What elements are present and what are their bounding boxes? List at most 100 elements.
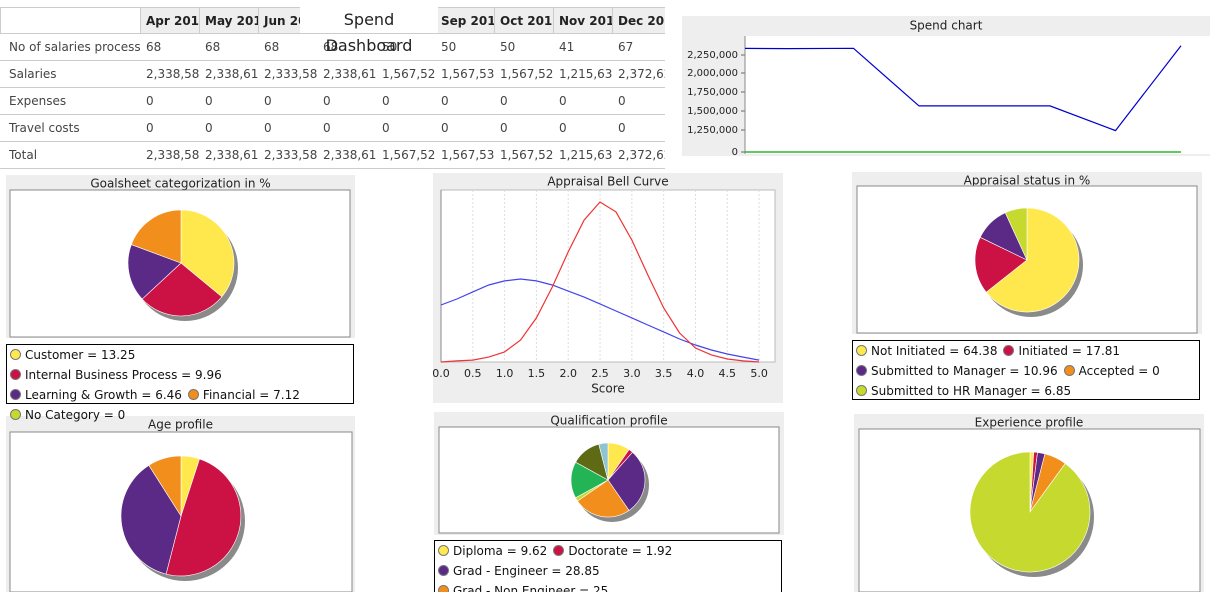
table-cell: 50 — [435, 34, 494, 61]
table-cell: 0 — [612, 88, 665, 115]
legend-swatch — [856, 365, 867, 376]
column-header: May 2012 — [199, 7, 259, 34]
table-cell: 1,215,634 — [553, 61, 612, 88]
row-label: Expenses — [0, 88, 140, 115]
legend-label: Learning & Growth = 6.46 — [25, 388, 182, 402]
table-cell: 1,567,528 — [494, 61, 553, 88]
pie-slice — [165, 458, 242, 577]
x-axis-label: Score — [591, 382, 625, 396]
x-tick-label: 0.5 — [464, 367, 482, 380]
legend-item: Not Initiated = 64.38 — [856, 341, 997, 361]
table-cell: 0 — [553, 88, 612, 115]
table-cell: 50 — [494, 34, 553, 61]
y-tick-label: 1,750,000 — [687, 87, 738, 98]
table-cell: 68 — [199, 34, 258, 61]
table-cell: 0 — [140, 115, 199, 142]
legend-label: Customer = 13.25 — [25, 348, 136, 362]
table-cell: 0 — [258, 88, 317, 115]
pie-slice — [148, 455, 182, 518]
dashboard-title: Spend Dashboard — [300, 7, 438, 55]
x-tick-label: 1.5 — [528, 367, 546, 380]
legend-label: Grad - Non Engineer = 25 — [453, 584, 609, 592]
legend-label: Initiated = 17.81 — [1018, 344, 1121, 358]
pie-slice — [180, 209, 235, 298]
legend-label: Internal Business Process = 9.96 — [25, 368, 222, 382]
legend-swatch — [1063, 365, 1075, 376]
x-tick-label: 2.0 — [559, 367, 577, 380]
row-label: Travel costs — [0, 115, 140, 142]
plot-area — [745, 36, 1210, 154]
table-cell: 0 — [140, 88, 199, 115]
table-cell: 50 — [376, 34, 435, 61]
legend-swatch — [553, 545, 565, 556]
x-tick-label: 5.0 — [750, 367, 768, 380]
table-cell: 0 — [317, 88, 376, 115]
legend-swatch — [10, 369, 21, 380]
x-tick-label: 3.0 — [623, 367, 641, 380]
table-cell: 0 — [612, 115, 665, 142]
table-cell: 2,338,587 — [140, 61, 199, 88]
pie-slice — [1004, 207, 1028, 261]
table-cell: 2,338,612 — [199, 61, 258, 88]
table-cell: 67 — [612, 34, 665, 61]
table-cell: 1,567,528 — [376, 142, 435, 169]
table-cell: 1,567,528 — [494, 142, 553, 169]
legend-label: Not Initiated = 64.38 — [871, 344, 998, 358]
table-cell: 68 — [258, 34, 317, 61]
column-header: Oct 2012 — [494, 7, 554, 34]
row-label: No of salaries processed — [0, 34, 140, 61]
legend-swatch — [10, 349, 21, 360]
legend-item: Initiated = 17.81 — [1003, 341, 1120, 361]
legend-label: Financial = 7.12 — [202, 388, 300, 402]
table-cell: 1,567,531 — [435, 61, 494, 88]
row-label: Total — [0, 142, 140, 169]
chart-title: Appraisal Bell Curve — [547, 175, 668, 189]
table-cell: 0 — [199, 88, 258, 115]
legend-item: Diploma = 9.62 — [438, 541, 547, 561]
x-tick-label: 4.0 — [687, 367, 705, 380]
table-cell: 68 — [140, 34, 199, 61]
table-cell: 68 — [317, 34, 376, 61]
table-cell: 0 — [376, 88, 435, 115]
legend-swatch — [1003, 345, 1015, 356]
legend-item: Submitted to HR Manager = 6.85 — [856, 381, 1071, 401]
legend-label: Accepted = 0 — [1078, 364, 1160, 378]
legend-item: Financial = 7.12 — [187, 385, 300, 405]
legend: Customer = 13.25 Internal Business Proces… — [6, 344, 354, 422]
x-tick-label: 0.0 — [432, 367, 450, 380]
table-cell: 2,338,612 — [199, 142, 258, 169]
legend-item: Accepted = 0 — [1063, 361, 1160, 381]
chart-title: Spend chart — [910, 19, 983, 33]
table-cell: 2,338,587 — [140, 142, 199, 169]
y-tick-label: 2,250,000 — [687, 50, 738, 61]
table-cell: 0 — [317, 115, 376, 142]
legend-item: Customer = 13.25 — [10, 345, 135, 365]
chart-title: Appraisal status in % — [964, 174, 1091, 188]
table-cell: 1,567,528 — [376, 61, 435, 88]
table-cell: 2,372,629 — [612, 61, 665, 88]
legend-label: Submitted to HR Manager = 6.85 — [871, 384, 1072, 398]
table-cell: 1,567,531 — [435, 142, 494, 169]
table-cell: 0 — [435, 88, 494, 115]
legend-swatch — [187, 389, 199, 400]
y-tick-label: 1,250,000 — [687, 125, 738, 136]
y-tick-label: 0 — [732, 147, 738, 158]
y-tick-label: 2,000,000 — [687, 68, 738, 79]
legend-swatch — [10, 409, 21, 420]
table-cell: 0 — [494, 115, 553, 142]
legend-swatch — [438, 565, 449, 576]
legend-item: Internal Business Process = 9.96 — [10, 365, 222, 385]
table-cell: 0 — [435, 115, 494, 142]
legend-label: Doctorate = 1.92 — [568, 544, 673, 558]
table-cell: 0 — [553, 115, 612, 142]
x-tick-label: 1.0 — [496, 367, 514, 380]
pie-slice — [985, 207, 1080, 313]
table-cell: 2,372,629 — [612, 142, 665, 169]
table-cell: 0 — [494, 88, 553, 115]
table-cell: 41 — [553, 34, 612, 61]
legend: Not Initiated = 64.38 Initiated = 17.81 Su… — [852, 340, 1200, 400]
legend-label: Diploma = 9.62 — [453, 544, 548, 558]
pie-slice — [974, 236, 1028, 293]
